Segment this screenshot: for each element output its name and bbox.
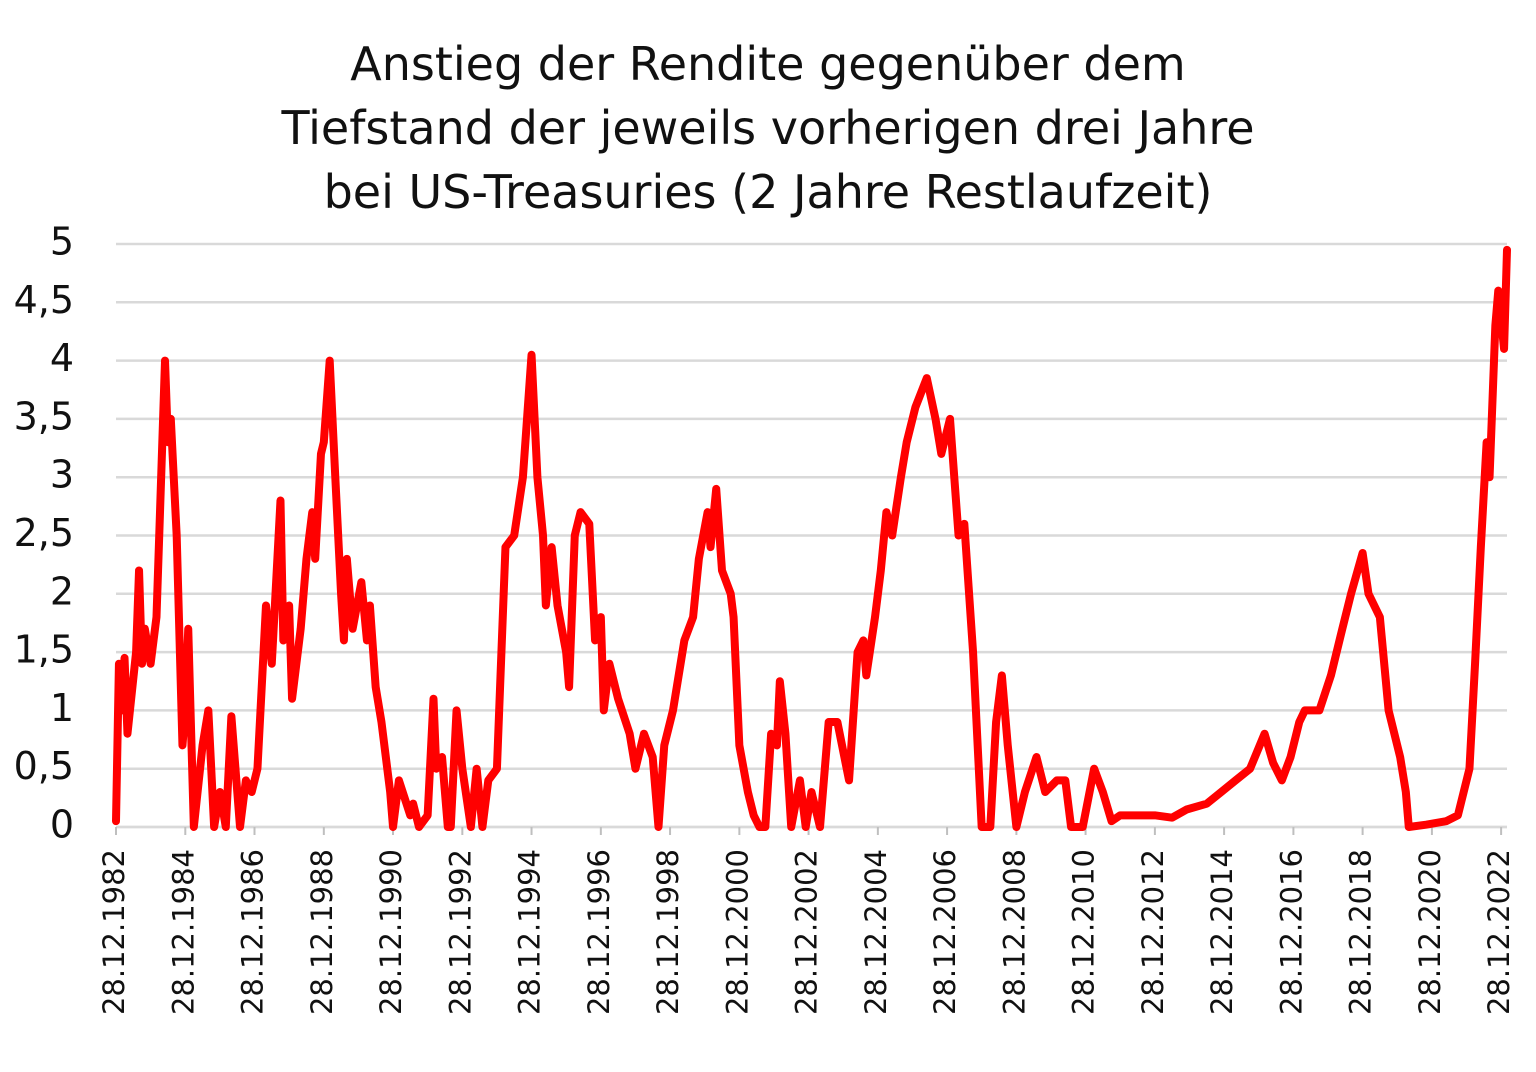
y-tick-label: 0,5: [14, 744, 74, 788]
x-tick-label: 28.12.1990: [374, 849, 408, 1015]
x-tick-label: 28.12.1986: [236, 849, 270, 1015]
x-tick-label: 28.12.1988: [305, 849, 339, 1015]
x-tick-label: 28.12.2012: [1136, 849, 1170, 1015]
chart-title: bei US-Treasuries (2 Jahre Restlaufzeit): [324, 165, 1213, 219]
x-tick-label: 28.12.1998: [651, 849, 685, 1015]
x-tick-label: 28.12.1994: [513, 849, 547, 1015]
chart-title: Anstieg der Rendite gegenüber dem: [350, 37, 1186, 91]
x-tick-label: 28.12.1992: [443, 849, 477, 1015]
y-tick-label: 2,5: [14, 511, 74, 555]
x-tick-label: 28.12.2014: [1205, 849, 1239, 1015]
x-tick-label: 28.12.2000: [720, 849, 754, 1015]
chart-title: Tiefstand der jeweils vorherigen drei Ja…: [280, 101, 1254, 155]
x-tick-label: 28.12.2008: [997, 849, 1031, 1015]
y-tick-label: 3: [50, 453, 74, 497]
x-tick-label: 28.12.1982: [97, 849, 131, 1015]
x-tick-label: 28.12.2002: [790, 849, 824, 1015]
y-tick-label: 4: [50, 336, 74, 380]
x-tick-label: 28.12.2020: [1413, 849, 1447, 1015]
y-tick-label: 5: [50, 220, 74, 264]
x-tick-label: 28.12.2006: [928, 849, 962, 1015]
y-tick-label: 0: [50, 803, 74, 847]
x-tick-label: 28.12.2018: [1344, 849, 1378, 1015]
data-line: [112, 245, 1511, 831]
x-tick-label: 28.12.1984: [166, 849, 200, 1015]
x-tick-label: 28.12.2010: [1067, 849, 1101, 1015]
y-tick-label: 1: [50, 686, 74, 730]
y-tick-label: 1,5: [14, 628, 74, 672]
x-tick-label: 28.12.2022: [1482, 849, 1516, 1015]
y-tick-label: 3,5: [14, 394, 74, 438]
x-tick-label: 28.12.2004: [859, 849, 893, 1015]
y-tick-label: 2: [50, 569, 74, 613]
x-tick-label: 28.12.1996: [582, 849, 616, 1015]
y-tick-label: 4,5: [14, 278, 74, 322]
x-tick-label: 28.12.2016: [1274, 849, 1308, 1015]
